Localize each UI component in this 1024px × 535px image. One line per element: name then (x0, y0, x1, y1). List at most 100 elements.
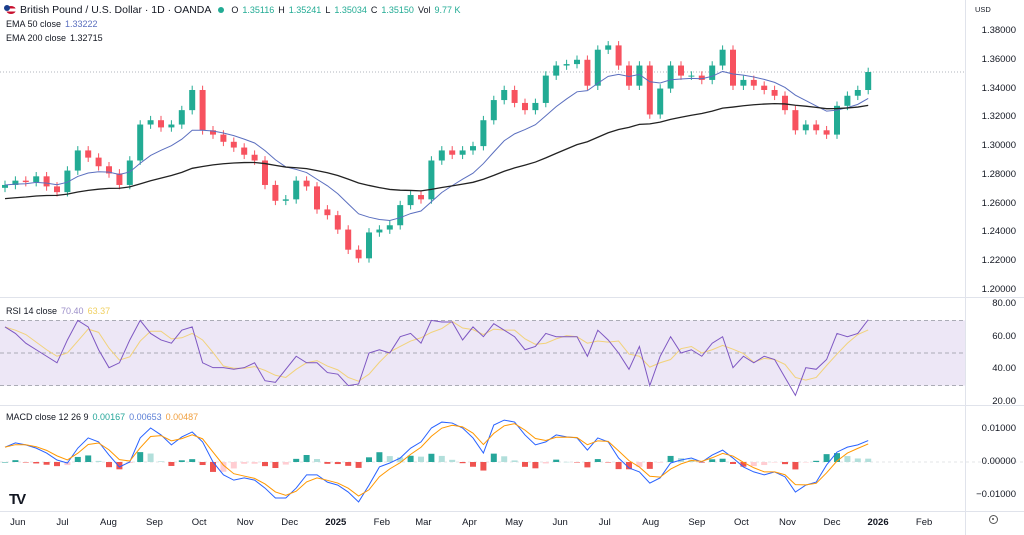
macd-histogram-bar (251, 462, 258, 464)
candle (605, 45, 612, 50)
candle (168, 124, 175, 128)
ema50-legend[interactable]: EMA 50 close 1.33222 (6, 19, 98, 29)
tradingview-logo[interactable]: TV (9, 491, 26, 508)
macd-histogram-bar (449, 459, 456, 462)
macd-histogram-bar (230, 462, 237, 469)
macd-histogram-bar (802, 462, 809, 463)
open-label: O (231, 5, 239, 15)
macd-histogram-bar (834, 453, 840, 462)
candle (43, 176, 50, 187)
candle (553, 65, 560, 76)
macd-histogram-bar (418, 456, 424, 462)
currency-selector[interactable]: USD (975, 5, 991, 14)
macd-histogram-bar (324, 462, 331, 464)
open-value: 1.35116 (242, 5, 275, 15)
macd-histogram-bar (844, 456, 851, 462)
price-tick: 1.36000 (981, 53, 1016, 65)
macd-histogram-bar (95, 460, 102, 462)
macd-tick: 0.01000 (981, 423, 1016, 434)
macd-tick: −0.01000 (976, 489, 1016, 500)
candle (470, 146, 476, 151)
candle (574, 59, 580, 65)
candle (106, 166, 112, 174)
macd-histogram-bar (199, 462, 206, 466)
rsi-tick: 40.00 (992, 363, 1016, 375)
time-tick: Nov (778, 517, 796, 528)
time-tick: Dec (823, 517, 841, 528)
candle (116, 173, 123, 185)
price-tick: 1.34000 (981, 82, 1016, 94)
candle (698, 75, 705, 80)
candle (95, 157, 102, 167)
candle (438, 150, 445, 161)
candle (376, 229, 383, 233)
high-value: 1.35241 (288, 5, 322, 15)
macd-histogram-bar (12, 460, 19, 462)
macd-histogram-bar (366, 457, 372, 462)
macd-histogram-bar (220, 462, 227, 472)
macd-histogram-bar (719, 458, 726, 462)
time-tick: Feb (915, 517, 933, 528)
macd-histogram-bar (532, 462, 539, 469)
candle (418, 195, 424, 200)
ema200-legend[interactable]: EMA 200 close 1.32715 (6, 33, 103, 43)
macd-histogram-bar (574, 462, 580, 463)
candle (64, 170, 71, 193)
macd-tick: 0.00000 (981, 456, 1016, 467)
candle (293, 180, 300, 200)
time-tick: Feb (373, 517, 391, 528)
rsi-tick: 80.00 (992, 298, 1016, 310)
macd-histogram-bar (168, 462, 175, 466)
rsi-legend[interactable]: RSI 14 close 70.40 63.37 (6, 306, 110, 316)
price-tick: 1.30000 (981, 140, 1016, 152)
macd-histogram-bar (459, 462, 466, 464)
macd-histogram-bar (241, 462, 248, 464)
candle (126, 160, 133, 185)
time-tick: Oct (733, 517, 749, 528)
settings-icon[interactable] (989, 515, 998, 524)
macd-histogram-bar (386, 456, 393, 462)
time-tick: Sep (688, 517, 706, 528)
macd-histogram-bar (334, 462, 341, 465)
gbp-usd-flag-icon (4, 5, 16, 14)
candle (636, 65, 643, 86)
candle (386, 225, 393, 230)
candle (12, 180, 19, 185)
macd-line (4, 419, 869, 503)
candle (719, 49, 726, 66)
candle (2, 184, 8, 188)
candle (158, 120, 164, 128)
candle (730, 49, 736, 86)
symbol-title[interactable]: British Pound / U.S. Dollar · 1D · OANDA (20, 4, 212, 16)
candle (366, 232, 372, 259)
candle (272, 184, 279, 201)
price-tick: 1.28000 (981, 168, 1016, 180)
macd-histogram-bar (22, 462, 29, 463)
candle (220, 134, 227, 142)
candle (241, 147, 248, 155)
macd-legend[interactable]: MACD close 12 26 9 0.00167 0.00653 0.004… (6, 412, 198, 422)
candle (251, 154, 258, 161)
macd-value: 0.00653 (129, 412, 162, 422)
time-tick: Aug (642, 517, 660, 528)
candle (345, 229, 352, 250)
macd-histogram-bar (771, 462, 778, 463)
time-tick: Oct (191, 517, 207, 528)
ema200-label: EMA 200 close (6, 33, 67, 43)
macd-histogram-bar (865, 458, 872, 462)
time-tick: Apr (462, 517, 477, 528)
candle (646, 65, 653, 115)
candle (750, 79, 757, 86)
candle (584, 59, 591, 86)
candle (667, 65, 674, 89)
macd-histogram-bar (761, 462, 768, 466)
close-value: 1.35150 (381, 5, 414, 15)
macd-histogram-bar (438, 455, 445, 462)
time-tick: Nov (236, 517, 254, 528)
candle (262, 160, 268, 185)
rsi-tick: 20.00 (992, 395, 1016, 407)
rsi-value: 70.40 (61, 306, 84, 316)
candle (428, 160, 435, 200)
candle (282, 199, 289, 201)
